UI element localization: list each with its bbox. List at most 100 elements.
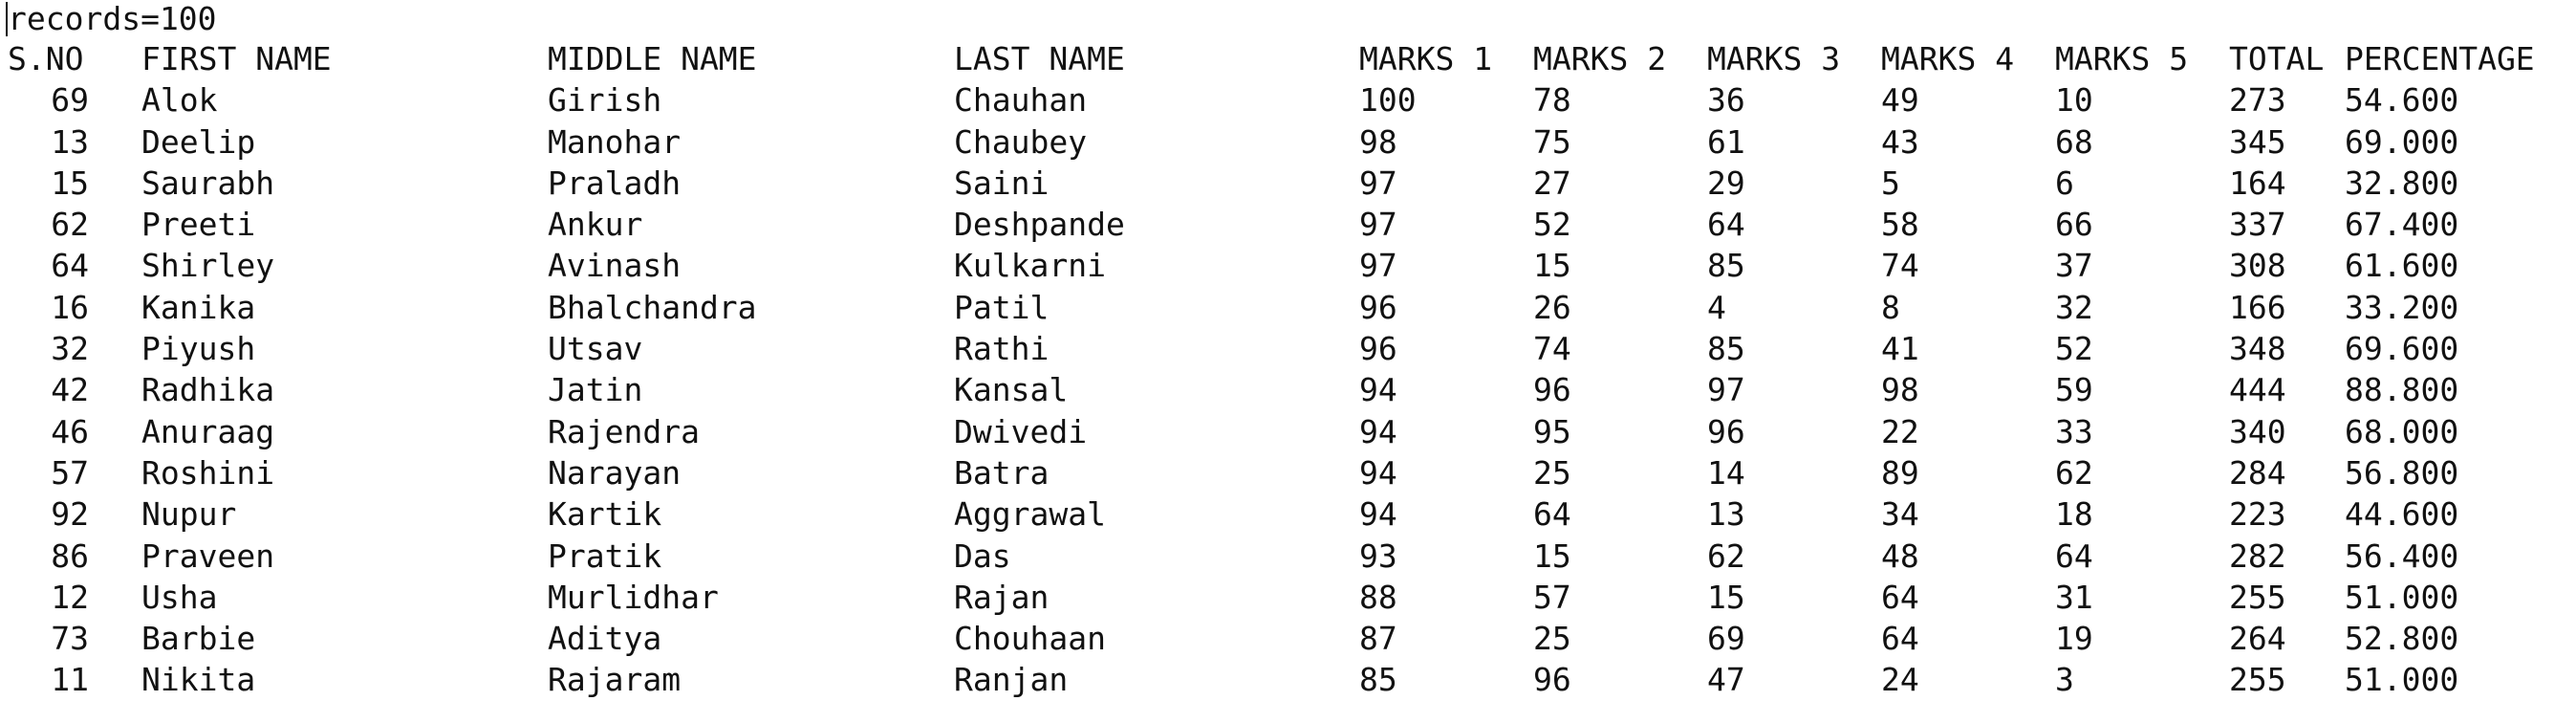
- cell-marks-5: 10: [2055, 81, 2093, 120]
- cell-total: 264: [2229, 620, 2286, 658]
- text-caret: [6, 2, 8, 36]
- cell-marks-1: 98: [1359, 122, 1397, 161]
- cell-last-name: Saini: [954, 164, 1050, 202]
- cell-marks-1: 87: [1359, 620, 1397, 658]
- cell-sno: 64: [51, 247, 89, 285]
- cell-marks-2: 15: [1533, 247, 1571, 285]
- cell-percentage: 69.600: [2345, 330, 2459, 368]
- cell-marks-2: 52: [1533, 206, 1571, 244]
- table-row: 16 Kanika Bhalchandra Patil 96 26 4 8 32 166 33.20…: [0, 287, 2458, 328]
- header-marks-3: MARKS 3: [1707, 40, 1841, 77]
- cell-marks-3: 4: [1707, 288, 1726, 326]
- cell-marks-2: 78: [1533, 81, 1571, 120]
- cell-marks-3: 64: [1707, 206, 1745, 244]
- cell-marks-4: 5: [1881, 164, 1900, 202]
- cell-total: 284: [2229, 453, 2286, 492]
- table-row: 32 Piyush Utsav Rathi 96 74 85 41 52 348 69.600: [0, 328, 2458, 369]
- cell-first-name: Piyush: [141, 330, 256, 368]
- cell-first-name: Nupur: [141, 495, 237, 534]
- cell-marks-4: 24: [1881, 661, 1919, 699]
- cell-marks-3: 96: [1707, 412, 1745, 450]
- cell-total: 444: [2229, 371, 2286, 409]
- cell-last-name: Chauhan: [954, 81, 1088, 120]
- cell-last-name: Kansal: [954, 371, 1069, 409]
- cell-marks-1: 96: [1359, 330, 1397, 368]
- cell-marks-3: 36: [1707, 81, 1745, 120]
- cell-marks-1: 100: [1359, 81, 1417, 120]
- cell-marks-3: 62: [1707, 537, 1745, 575]
- cell-marks-3: 47: [1707, 661, 1745, 699]
- cell-marks-3: 14: [1707, 453, 1745, 492]
- cell-marks-1: 97: [1359, 164, 1397, 202]
- cell-sno: 11: [51, 661, 89, 699]
- cell-marks-2: 74: [1533, 330, 1571, 368]
- cell-first-name: Preeti: [141, 206, 256, 244]
- cell-last-name: Chaubey: [954, 122, 1088, 161]
- cell-last-name: Batra: [954, 453, 1050, 492]
- cell-marks-3: 61: [1707, 122, 1745, 161]
- cell-sno: 12: [51, 578, 89, 616]
- cell-marks-5: 37: [2055, 247, 2093, 285]
- cell-middle-name: Praladh: [548, 164, 682, 202]
- cell-middle-name: Jatin: [548, 371, 643, 409]
- cell-marks-1: 94: [1359, 495, 1397, 534]
- cell-first-name: Radhika: [141, 371, 275, 409]
- cell-middle-name: Rajaram: [548, 661, 682, 699]
- table-header-row: S.NO FIRST NAME MIDDLE NAME LAST NAME MA…: [0, 38, 2535, 79]
- cell-first-name: Nikita: [141, 661, 256, 699]
- cell-middle-name: Narayan: [548, 453, 682, 492]
- cell-sno: 57: [51, 453, 89, 492]
- cell-sno: 46: [51, 412, 89, 450]
- cell-total: 273: [2229, 81, 2286, 120]
- student-marks-table: S.NO FIRST NAME MIDDLE NAME LAST NAME MA…: [0, 38, 2535, 701]
- cell-sno: 16: [51, 288, 89, 326]
- table-row: 12 Usha Murlidhar Rajan 88 57 15 64 31 255 51.000: [0, 577, 2458, 618]
- cell-last-name: Aggrawal: [954, 495, 1106, 534]
- cell-marks-1: 97: [1359, 206, 1397, 244]
- cell-marks-1: 96: [1359, 288, 1397, 326]
- cell-percentage: 61.600: [2345, 247, 2459, 285]
- header-first-name: FIRST NAME: [141, 40, 332, 77]
- table-row: 73 Barbie Aditya Chouhaan 87 25 69 64 19 264 52.80…: [0, 618, 2458, 659]
- header-marks-1: MARKS 1: [1359, 40, 1493, 77]
- cell-marks-5: 19: [2055, 620, 2093, 658]
- cell-sno: 86: [51, 537, 89, 575]
- cell-marks-5: 18: [2055, 495, 2093, 534]
- cell-percentage: 44.600: [2345, 495, 2459, 534]
- cell-total: 345: [2229, 122, 2286, 161]
- header-total: TOTAL: [2229, 40, 2325, 77]
- cell-middle-name: Manohar: [548, 122, 682, 161]
- cell-marks-3: 15: [1707, 578, 1745, 616]
- cell-last-name: Rajan: [954, 578, 1050, 616]
- cell-marks-1: 93: [1359, 537, 1397, 575]
- cell-percentage: 88.800: [2345, 371, 2459, 409]
- cell-middle-name: Avinash: [548, 247, 682, 285]
- cell-marks-1: 97: [1359, 247, 1397, 285]
- header-marks-2: MARKS 2: [1533, 40, 1667, 77]
- table-row: 69 Alok Girish Chauhan 100 78 36 49 10 273 54.600: [0, 79, 2458, 120]
- cell-first-name: Saurabh: [141, 164, 275, 202]
- cell-first-name: Shirley: [141, 247, 275, 285]
- cell-marks-5: 68: [2055, 122, 2093, 161]
- cell-marks-4: 43: [1881, 122, 1919, 161]
- cell-first-name: Alok: [141, 81, 218, 120]
- cell-total: 166: [2229, 288, 2286, 326]
- cell-marks-1: 94: [1359, 412, 1397, 450]
- cell-marks-2: 75: [1533, 122, 1571, 161]
- cell-total: 340: [2229, 412, 2286, 450]
- header-percentage: PERCENTAGE: [2345, 40, 2535, 77]
- cell-marks-4: 74: [1881, 247, 1919, 285]
- cell-sno: 15: [51, 164, 89, 202]
- cell-marks-5: 59: [2055, 371, 2093, 409]
- cell-marks-3: 85: [1707, 247, 1745, 285]
- cell-marks-1: 85: [1359, 661, 1397, 699]
- cell-marks-2: 96: [1533, 371, 1571, 409]
- cell-sno: 42: [51, 371, 89, 409]
- cell-marks-4: 58: [1881, 206, 1919, 244]
- cell-percentage: 68.000: [2345, 412, 2459, 450]
- cell-marks-5: 6: [2055, 164, 2074, 202]
- cell-middle-name: Bhalchandra: [548, 288, 757, 326]
- cell-marks-5: 52: [2055, 330, 2093, 368]
- cell-middle-name: Ankur: [548, 206, 643, 244]
